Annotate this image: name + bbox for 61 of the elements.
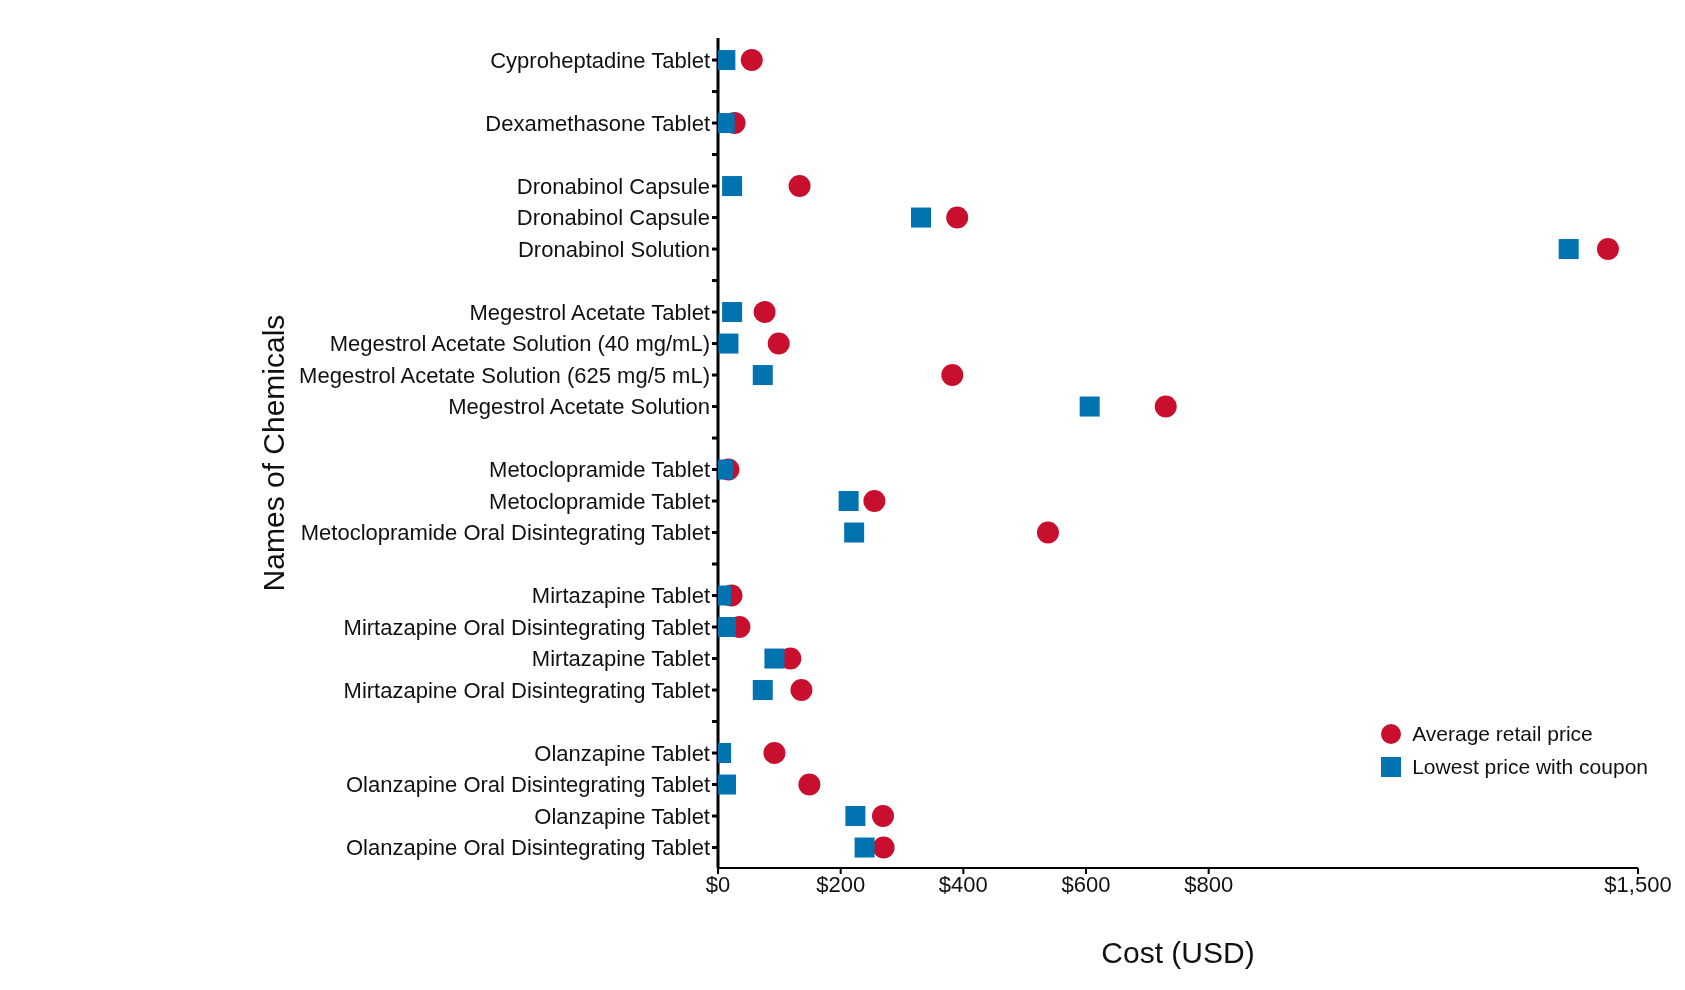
y-axis-title: Names of Chemicals bbox=[256, 314, 290, 592]
point bbox=[722, 176, 743, 197]
y-tick-label: Megestrol Acetate Solution (40 mg/mL) bbox=[329, 331, 710, 357]
y-tick-label: Megestrol Acetate Solution (625 mg/5 mL) bbox=[299, 362, 710, 388]
point bbox=[1154, 395, 1177, 418]
y-tick-label: Olanzapine Tablet bbox=[534, 740, 710, 766]
y-tick-label: Dronabinol Capsule bbox=[516, 173, 710, 199]
point bbox=[1079, 396, 1100, 417]
y-tick-label: Megestrol Acetate Solution bbox=[448, 394, 710, 420]
y-tick-label: Megestrol Acetate Tablet bbox=[469, 299, 710, 325]
point bbox=[798, 773, 821, 796]
point bbox=[740, 49, 763, 72]
x-tick-label: $400 bbox=[938, 871, 988, 897]
point bbox=[764, 648, 785, 669]
point bbox=[718, 774, 736, 795]
x-tick-label: $600 bbox=[1061, 871, 1111, 897]
point bbox=[844, 522, 865, 543]
y-tick-label: Dronabinol Solution bbox=[517, 236, 710, 262]
y-tick-label: Dexamethasone Tablet bbox=[485, 110, 710, 136]
point bbox=[718, 617, 736, 638]
point bbox=[788, 175, 811, 198]
y-tick-label: Cyproheptadine Tablet bbox=[490, 47, 710, 73]
x-tick-label: $1,500 bbox=[1604, 871, 1672, 897]
point bbox=[718, 50, 736, 71]
point bbox=[1596, 238, 1619, 261]
x-axis-title: Cost (USD) bbox=[1101, 936, 1255, 969]
y-tick-label: Mirtazapine Tablet bbox=[531, 646, 710, 672]
legend-label: Lowest price with coupon bbox=[1412, 754, 1648, 780]
point bbox=[763, 742, 786, 765]
point bbox=[854, 837, 875, 858]
y-tick-label: Olanzapine Oral Disintegrating Tablet bbox=[345, 835, 710, 861]
y-tick-label: Mirtazapine Oral Disintegrating Tablet bbox=[343, 614, 710, 640]
x-tick-label: $200 bbox=[816, 871, 866, 897]
point bbox=[838, 491, 859, 512]
x-tick-label: $800 bbox=[1184, 871, 1234, 897]
legend-label: Average retail price bbox=[1412, 721, 1593, 747]
point bbox=[863, 490, 886, 513]
point bbox=[753, 301, 776, 324]
y-tick-label: Metoclopramide Tablet bbox=[489, 488, 710, 514]
point bbox=[767, 332, 790, 355]
y-tick-label: Metoclopramide Oral Disintegrating Tablet bbox=[300, 520, 710, 546]
point bbox=[722, 302, 743, 323]
point bbox=[718, 333, 739, 354]
point bbox=[845, 806, 866, 827]
x-tick-label: $0 bbox=[705, 871, 731, 897]
point bbox=[1558, 239, 1579, 260]
point bbox=[941, 364, 964, 387]
y-tick-label: Mirtazapine Tablet bbox=[531, 583, 710, 609]
point bbox=[872, 836, 895, 859]
point bbox=[946, 206, 969, 229]
point bbox=[1036, 521, 1059, 544]
point bbox=[752, 365, 773, 386]
y-tick-label: Olanzapine Tablet bbox=[534, 803, 710, 829]
y-tick-label: Olanzapine Oral Disintegrating Tablet bbox=[345, 772, 710, 798]
y-tick-label: Mirtazapine Oral Disintegrating Tablet bbox=[343, 677, 710, 703]
point bbox=[911, 207, 932, 228]
y-tick-label: Metoclopramide Tablet bbox=[489, 457, 710, 483]
point bbox=[790, 679, 813, 702]
y-tick-label: Dronabinol Capsule bbox=[516, 205, 710, 231]
point bbox=[871, 805, 894, 828]
point bbox=[752, 680, 773, 701]
